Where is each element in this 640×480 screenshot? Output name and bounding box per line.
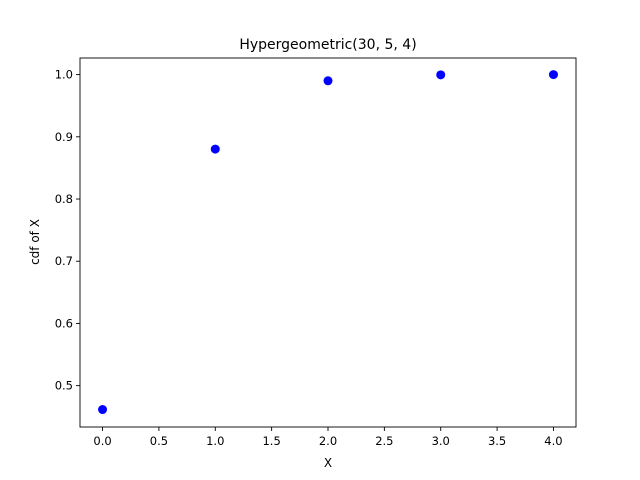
x-axis: 0.0 0.5 1.0 1.5 2.0 2.5 3.0 3.5 4.0 [93, 427, 563, 448]
y-axis-label: cdf of X [28, 219, 42, 265]
data-point [210, 144, 220, 154]
x-tick-label: 3.5 [488, 434, 506, 448]
x-tick-label: 1.0 [206, 434, 224, 448]
x-tick-label: 1.5 [262, 434, 280, 448]
x-tick-label: 2.0 [319, 434, 337, 448]
x-tick-label: 2.5 [375, 434, 393, 448]
data-point [98, 405, 108, 415]
y-tick-label: 1.0 [55, 68, 73, 82]
y-tick-label: 0.9 [55, 130, 73, 144]
data-point [323, 76, 333, 86]
x-tick-label: 4.0 [544, 434, 562, 448]
y-tick-label: 0.5 [55, 379, 73, 393]
x-tick-label: 3.0 [432, 434, 450, 448]
y-axis: 0.5 0.6 0.7 0.8 0.9 1.0 [55, 68, 80, 393]
x-axis-label: X [324, 456, 332, 470]
y-tick-label: 0.6 [55, 316, 73, 330]
data-point [436, 70, 446, 80]
x-tick-label: 0.0 [93, 434, 111, 448]
x-tick-label: 0.5 [150, 434, 168, 448]
chart-title: Hypergeometric(30, 5, 4) [239, 37, 416, 53]
data-points [98, 70, 558, 415]
y-tick-label: 0.7 [55, 254, 73, 268]
y-tick-label: 0.8 [55, 192, 73, 206]
data-point [548, 70, 558, 80]
